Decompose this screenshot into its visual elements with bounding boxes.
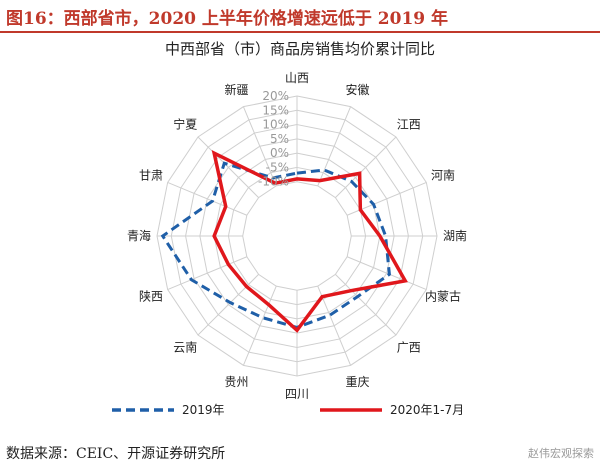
category-label: 四川 [285,387,309,401]
radial-tick-label: 0% [270,146,289,160]
radial-tick-labels: -10%-5%0%5%10%15%20% [258,89,289,189]
grid-ring-0 [242,181,352,291]
legend-label: 2019年 [182,403,225,417]
spoke-line [167,256,248,291]
spoke-line [167,181,248,216]
watermark: 赵伟宏观探索 [528,447,594,460]
category-label: 安徽 [345,82,369,97]
radial-tick-label: -5% [266,160,289,174]
radar-series [160,149,408,333]
radar-grid [156,95,438,377]
radial-tick-label: 5% [270,132,289,146]
category-label: 贵州 [225,375,249,389]
radial-tick-label: -10% [258,175,289,189]
category-label: 云南 [173,340,197,355]
spoke-line [346,256,427,291]
data-source-note: 数据来源：CEIC、开源证券研究所 [6,446,226,462]
title-rule [0,31,600,33]
spoke-line [335,274,397,336]
spoke-line [197,136,259,198]
category-label: 重庆 [345,375,369,389]
category-label: 陕西 [139,288,163,303]
category-label: 宁夏 [173,116,197,131]
category-label: 甘肃 [139,169,163,183]
legend: 2019年 2020年1-7月 [112,403,464,417]
category-label: 河南 [431,168,455,183]
category-label: 新疆 [225,82,249,97]
category-label: 内蒙古 [425,288,461,303]
series-2020-line [211,149,408,333]
spoke-line [317,106,352,187]
spoke-line [242,106,277,187]
chart-title: 中西部省（市）商品房销售均价累计同比 [164,40,435,58]
radial-tick-label: 20% [262,89,289,103]
figure-title: 图16：西部省市，2020 上半年价格增速远低于 2019 年 [6,9,449,29]
category-label: 青海 [127,228,151,243]
category-label: 广西 [397,341,421,355]
radial-tick-label: 15% [262,103,289,117]
category-label: 江西 [397,117,421,131]
legend-label: 2020年1-7月 [390,403,464,417]
spoke-line [335,136,397,198]
spoke-line [197,274,259,336]
spoke-line [317,285,352,366]
radial-tick-label: 10% [262,118,289,132]
category-label: 湖南 [443,228,467,243]
spoke-line [242,285,277,366]
category-label: 山西 [285,71,309,85]
